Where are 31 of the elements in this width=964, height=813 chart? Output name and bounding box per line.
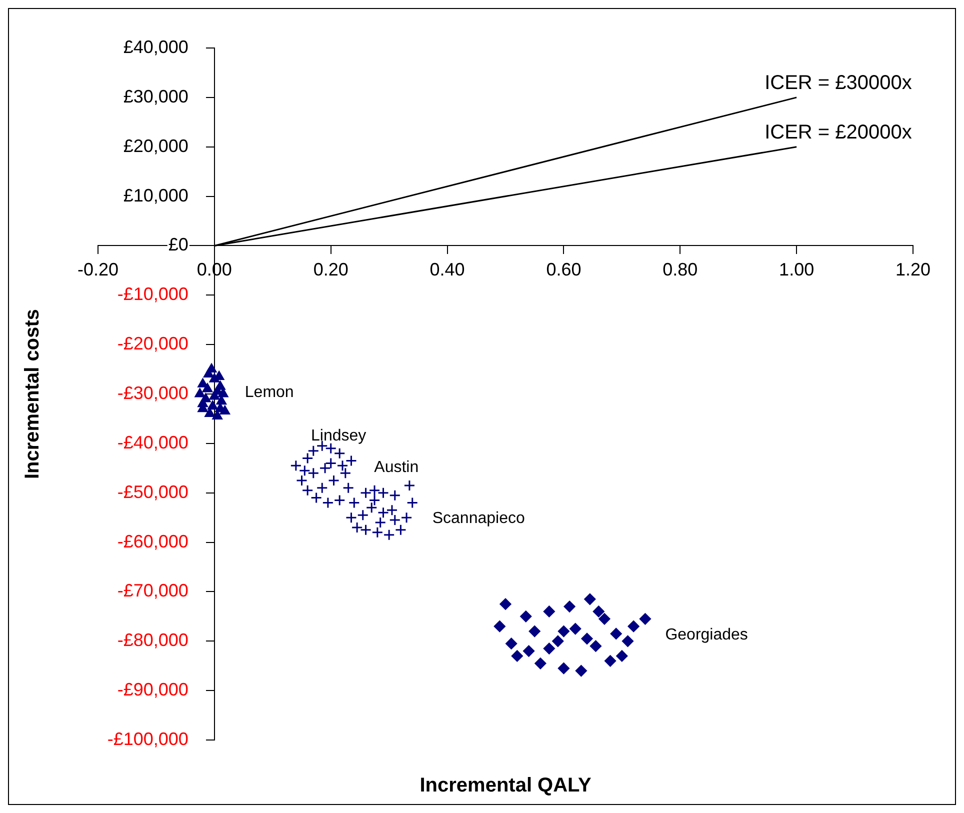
series-label: ICER = £30000x: [764, 72, 912, 94]
y-tick-label: -£10,000: [117, 284, 188, 304]
x-tick-label: 1.20: [895, 259, 931, 280]
y-tick-label: £30,000: [123, 86, 188, 106]
y-tick-label: -£80,000: [117, 630, 188, 650]
y-tick-label: -£50,000: [117, 482, 188, 502]
x-tick-label: -0.20: [77, 259, 119, 280]
y-tick-label: -£20,000: [117, 334, 188, 354]
y-tick-label: -£70,000: [117, 580, 188, 601]
y-tick-label: -£40,000: [117, 432, 188, 452]
y-tick-label: -£100,000: [107, 728, 188, 749]
series-label: Austin: [374, 458, 419, 476]
x-tick-label: 0.80: [662, 259, 698, 280]
y-tick-label: £10,000: [123, 185, 188, 206]
x-tick-label: 1.00: [779, 259, 814, 280]
y-tick-label: £40,000: [123, 36, 188, 57]
y-axis-title: Incremental costs: [22, 308, 44, 480]
series-label: Lindsey: [311, 427, 366, 444]
x-tick-label: 0.20: [313, 259, 348, 280]
y-tick-label: £0: [168, 234, 188, 255]
y-tick-label: -£90,000: [117, 680, 188, 700]
x-tick-label: 0.60: [546, 259, 582, 280]
y-tick-label: -£30,000: [117, 382, 188, 403]
x-tick-label: 0.40: [430, 259, 465, 280]
y-tick-label: £20,000: [123, 136, 188, 156]
series-label: Georgiades: [665, 626, 748, 644]
series-label: Scannapieco: [432, 510, 525, 528]
x-axis-title: Incremental QALY: [420, 774, 592, 797]
y-tick-label: -£60,000: [117, 531, 188, 552]
series-label: Lemon: [244, 384, 294, 402]
series-label: ICER = £20000x: [764, 121, 912, 144]
